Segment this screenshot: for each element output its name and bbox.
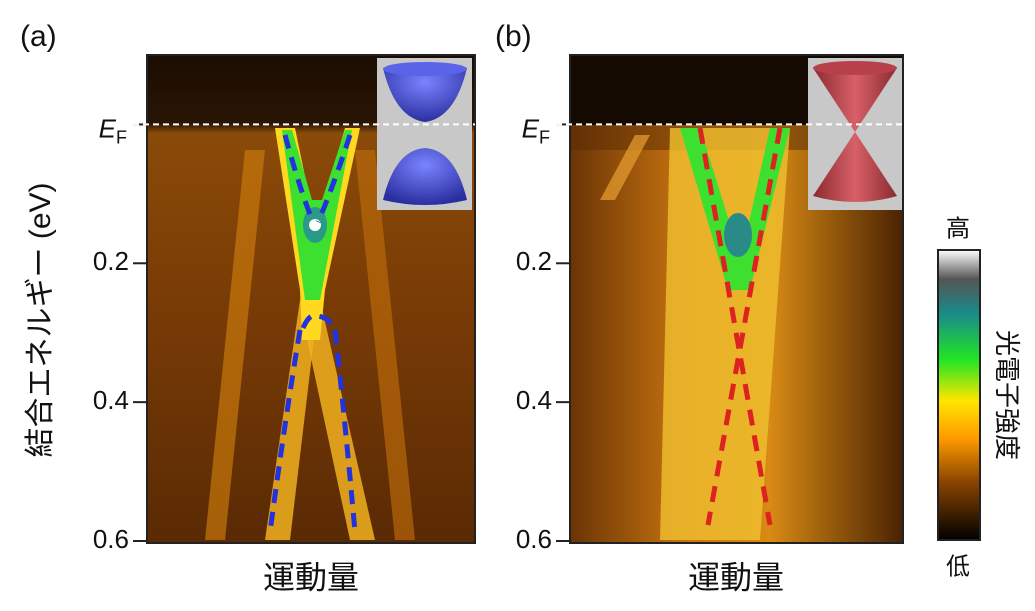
y-tick-label: EF — [99, 113, 127, 147]
x-axis-label: 運動量 — [688, 559, 784, 595]
colorbar-label: 光電子強度 — [992, 330, 1022, 460]
y-tick-label: 0.6 — [93, 524, 129, 554]
panel-label: (a) — [20, 20, 57, 53]
fit-lines-b — [697, 127, 783, 526]
y-tick-label: EF — [522, 113, 550, 147]
x-axis-label: 運動量 — [263, 559, 359, 595]
colorbar — [937, 249, 981, 541]
y-tick-label: 0.6 — [516, 524, 552, 554]
colorbar-low: 低 — [946, 553, 970, 580]
y-axis-label: 結合エネルギー (eV) — [24, 182, 57, 457]
colorbar-high: 高 — [946, 215, 970, 242]
frame-b — [569, 54, 904, 544]
inset-b — [808, 58, 903, 210]
y-tick-label: 0.2 — [93, 246, 129, 276]
y-tick-label: 0.2 — [516, 246, 552, 276]
panel-label: (b) — [495, 20, 532, 53]
y-tick-label: 0.4 — [516, 385, 552, 415]
inset-a — [377, 58, 472, 210]
frame-a — [146, 54, 476, 544]
fit-lines-a — [267, 134, 358, 533]
y-tick-label: 0.4 — [93, 385, 129, 415]
